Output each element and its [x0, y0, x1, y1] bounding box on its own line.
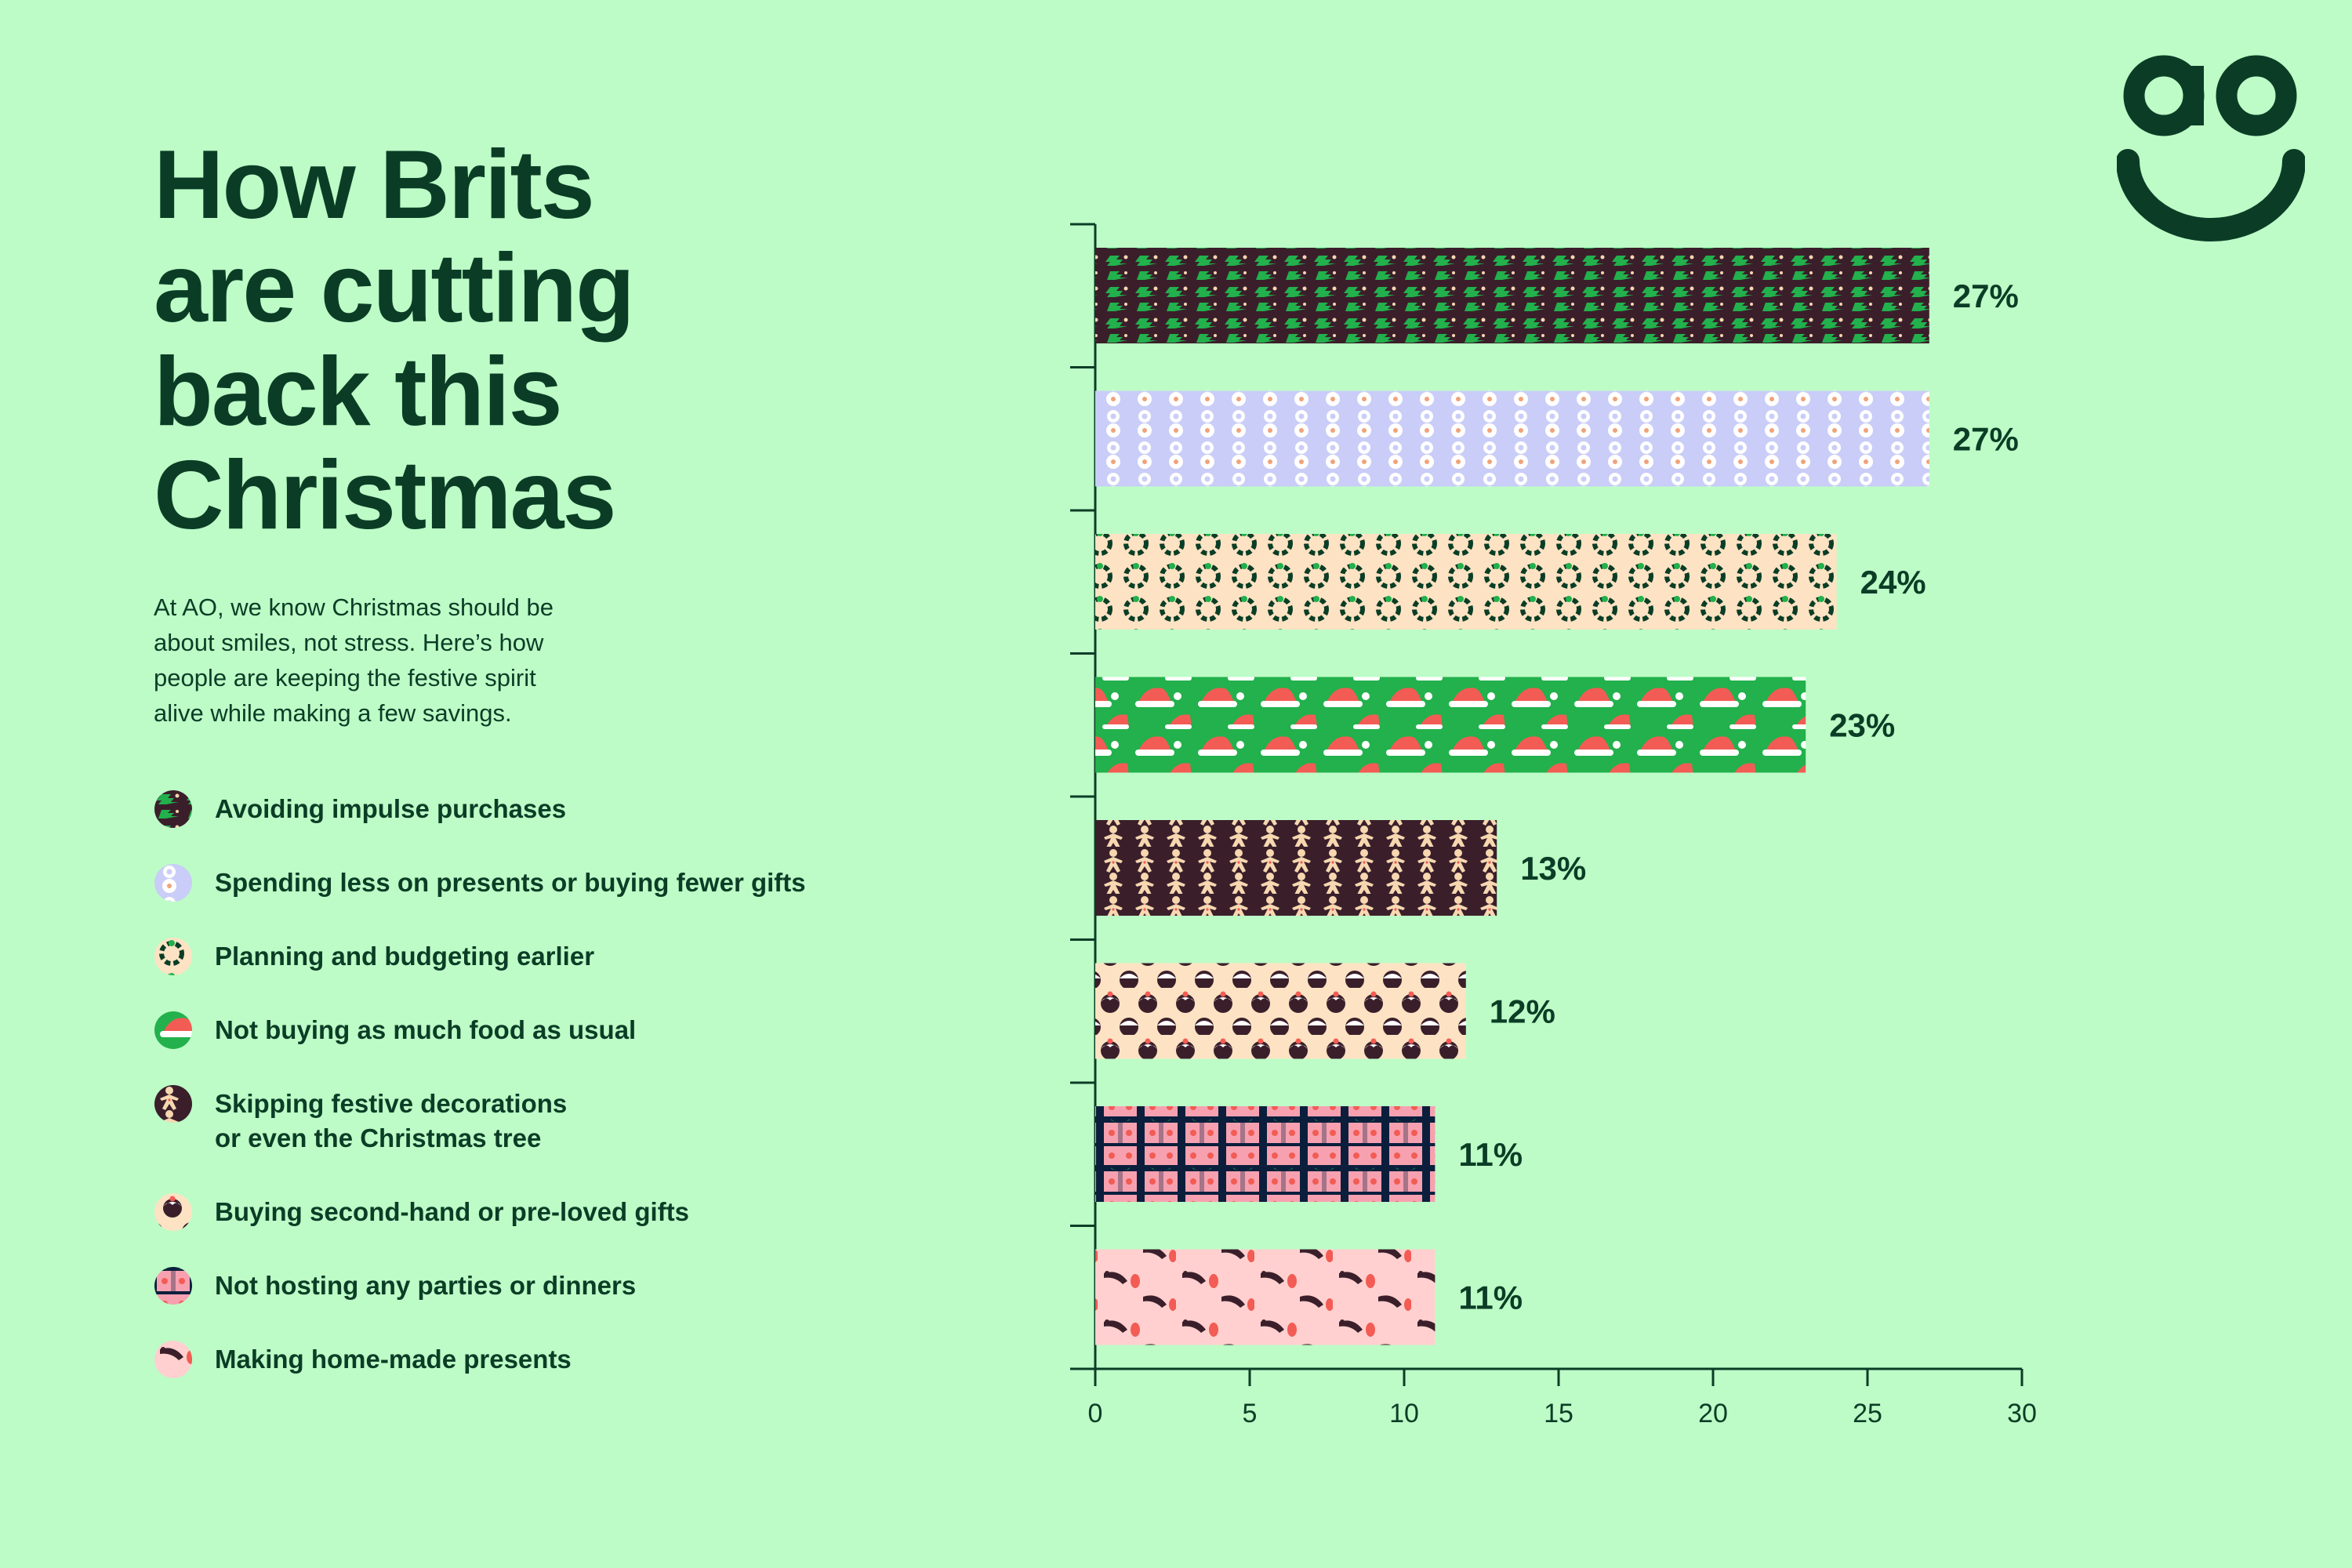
christmas-tree-pattern-icon: [154, 789, 193, 829]
data-label: 11%: [1458, 1136, 1523, 1173]
title-line: are cutting: [154, 234, 635, 343]
x-tick-label: 0: [1088, 1399, 1103, 1428]
legend-label: Avoiding impulse purchases: [215, 794, 567, 823]
chart-data-labels: 27% 27% 24% 23% 13% 12% 11% 11%: [1458, 278, 2018, 1316]
legend-item: Making home-made presents: [154, 1340, 572, 1379]
legend-item: Not buying as much food as usual: [154, 1011, 637, 1050]
x-tick-label: 20: [1698, 1399, 1728, 1428]
x-tick-label: 25: [1853, 1399, 1882, 1428]
intro-paragraph: At AO, we know Christmas should be about…: [154, 590, 671, 731]
ao-logo: [2117, 55, 2305, 241]
bar-gift-box: [1095, 1106, 1436, 1202]
data-label: 23%: [1829, 707, 1895, 744]
x-tick-label: 5: [1243, 1399, 1258, 1428]
legend-label: Planning and budgeting earlier: [215, 942, 595, 971]
data-label: 12%: [1490, 993, 1555, 1030]
title-line: Christmas: [154, 441, 616, 550]
intro-line: people are keeping the festive spirit: [154, 664, 536, 691]
legend-label: Spending less on presents or buying fewe…: [215, 868, 806, 897]
legend-item: Not hosting any parties or dinners: [154, 1266, 637, 1305]
ao-logo-smile: [2117, 149, 2305, 241]
santa-hat-pattern-icon: [154, 1011, 193, 1050]
legend-item: Planning and budgeting earlier: [154, 937, 595, 976]
data-label: 11%: [1458, 1279, 1523, 1316]
bar-wreath: [1095, 534, 1837, 630]
legend-item: Buying second-hand or pre-loved gifts: [154, 1192, 690, 1232]
gift-box-pattern-icon: [154, 1266, 193, 1305]
chart-x-ticks: 0 5 10 15 20 25 30: [1088, 1369, 2037, 1428]
legend-label: Not hosting any parties or dinners: [215, 1271, 637, 1300]
legend-label: Not buying as much food as usual: [215, 1015, 637, 1044]
page-title: How Brits are cutting back this Christma…: [154, 133, 859, 547]
x-tick-label: 30: [2007, 1399, 2037, 1428]
christmas-pudding-pattern-icon: [154, 1192, 193, 1232]
bar-robin: [1095, 1249, 1436, 1345]
data-label: 27%: [1953, 421, 2019, 458]
legend-item: Skipping festive decorations or even the…: [154, 1084, 568, 1156]
wreath-pattern-icon: [154, 937, 193, 976]
legend-item: Avoiding impulse purchases: [154, 789, 567, 829]
title-line: back this: [154, 338, 563, 446]
bar-christmas-pudding: [1095, 963, 1466, 1059]
legend-label: Buying second-hand or pre-loved gifts: [215, 1197, 690, 1226]
data-label: 24%: [1860, 564, 1926, 601]
intro-line: about smiles, not stress. Here’s how: [154, 629, 544, 656]
bar-snowman: [1095, 390, 1929, 487]
bar-christmas-tree: [1095, 248, 1929, 343]
bar-santa-hat: [1095, 677, 1806, 773]
bar-gingerbread-man: [1095, 820, 1497, 916]
legend-label: Making home-made presents: [215, 1345, 572, 1374]
legend-label: Skipping festive decorations or even the…: [215, 1089, 568, 1152]
chart-bars: [1095, 248, 1929, 1345]
legend-item: Spending less on presents or buying fewe…: [154, 863, 806, 902]
ao-logo-letters: [2123, 55, 2297, 136]
robin-pattern-icon: [154, 1340, 193, 1379]
intro-line: At AO, we know Christmas should be: [154, 593, 554, 621]
x-tick-label: 15: [1544, 1399, 1573, 1428]
intro-line: alive while making a few savings.: [154, 699, 512, 727]
data-label: 27%: [1953, 278, 2019, 314]
title-line: How Brits: [154, 131, 595, 239]
x-tick-label: 10: [1389, 1399, 1419, 1428]
gingerbread-man-pattern-icon: [154, 1084, 193, 1123]
snowman-pattern-icon: [154, 863, 193, 902]
data-label: 13%: [1520, 850, 1586, 887]
